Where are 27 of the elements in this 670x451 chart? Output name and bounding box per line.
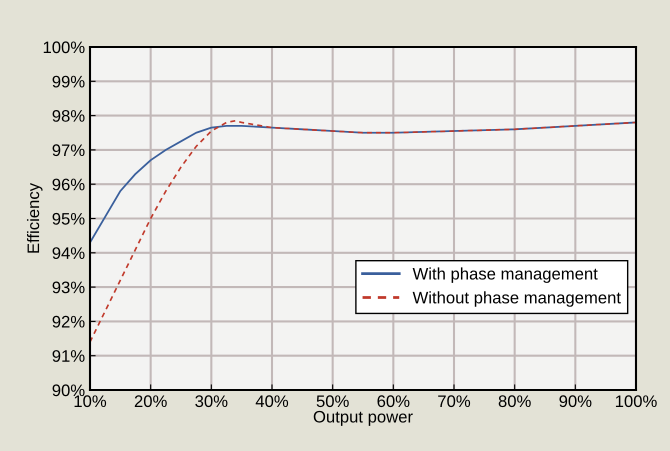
y-tick-label: 90% (52, 384, 85, 396)
y-tick-label: 92% (52, 316, 85, 328)
x-tick-label: 80% (498, 395, 531, 408)
x-tick-label: 60% (378, 395, 410, 408)
y-tick-label: 91% (52, 350, 85, 362)
x-tick-label: 20% (134, 395, 167, 408)
x-tick-label: 100% (616, 395, 657, 408)
line-series (90, 120, 636, 343)
x-axis-title: Output power (314, 410, 413, 426)
x-tick-label: 40% (256, 395, 288, 408)
y-tick-label: 93% (52, 282, 85, 294)
y-tick-label: 94% (52, 247, 85, 260)
x-tick-label: 10% (74, 395, 106, 408)
y-axis-title: Efficiency (26, 183, 43, 253)
line-series (90, 122, 636, 244)
y-tick-label: 98% (52, 110, 85, 122)
y-tick-label: 99% (52, 76, 85, 88)
x-tick-label: 90% (559, 395, 592, 408)
y-tick-label: 96% (52, 178, 85, 190)
x-tick-label: 30% (195, 395, 228, 408)
y-tick-label: 100% (44, 41, 85, 54)
legend-label: Without phase management (412, 291, 621, 307)
y-tick-label: 95% (52, 212, 85, 225)
legend-label: With phase management (412, 267, 598, 283)
x-tick-label: 70% (438, 395, 470, 408)
x-tick-label: 50% (316, 395, 349, 408)
y-tick-label: 97% (52, 144, 85, 156)
